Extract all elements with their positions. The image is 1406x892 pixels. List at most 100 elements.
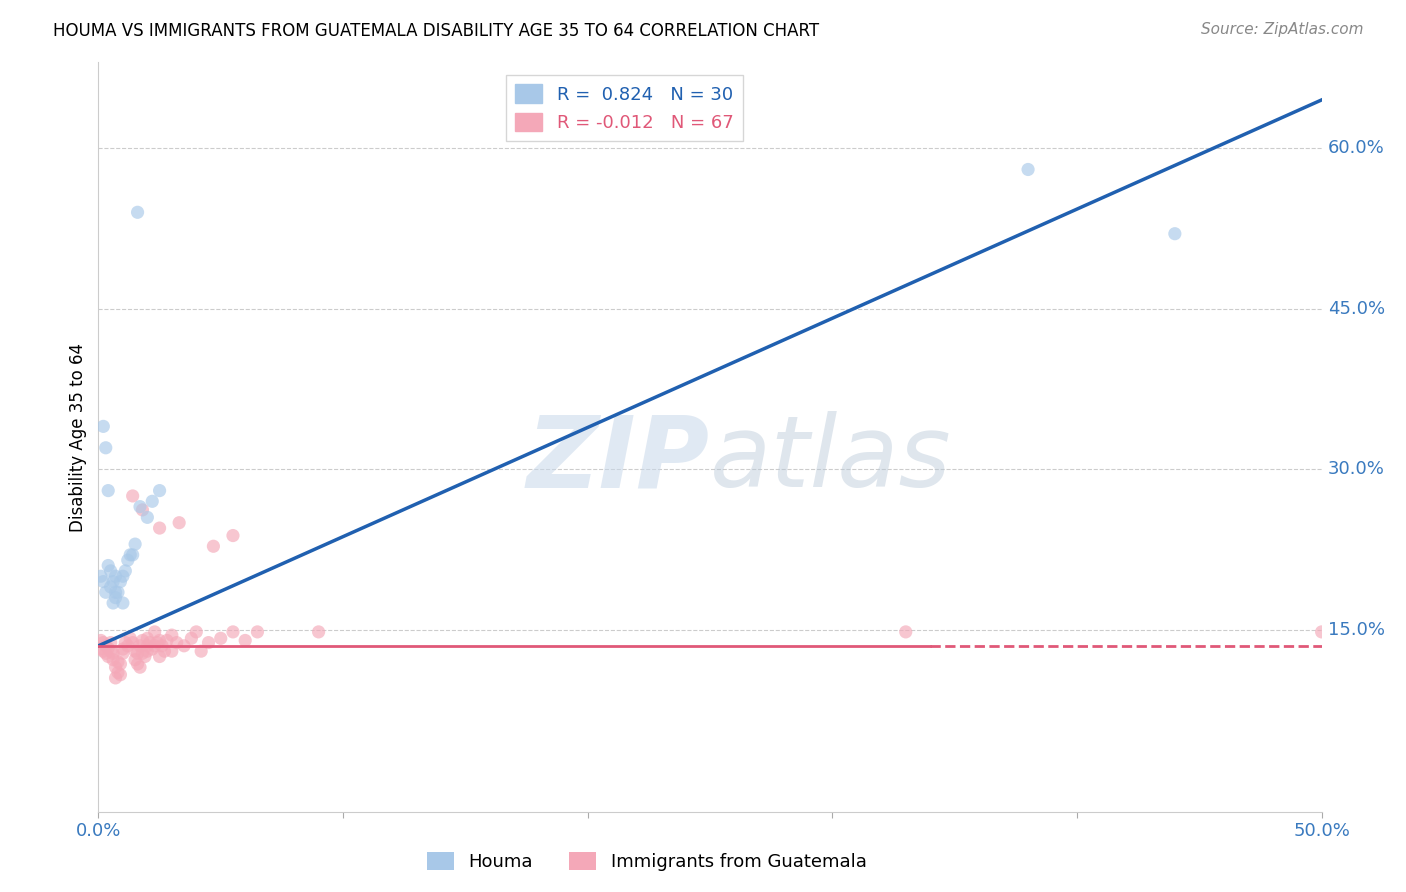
Point bbox=[104, 671, 127, 685]
Text: HOUMA VS IMMIGRANTS FROM GUATEMALA DISABILITY AGE 35 TO 64 CORRELATION CHART: HOUMA VS IMMIGRANTS FROM GUATEMALA DISAB… bbox=[53, 22, 820, 40]
Point bbox=[222, 624, 245, 639]
Point bbox=[127, 657, 149, 671]
Point bbox=[100, 644, 122, 658]
Point bbox=[91, 419, 114, 434]
Point bbox=[180, 632, 202, 646]
Point bbox=[94, 441, 117, 455]
Point bbox=[141, 642, 163, 657]
Point bbox=[90, 633, 112, 648]
Text: 60.0%: 60.0% bbox=[1327, 139, 1385, 157]
Text: Source: ZipAtlas.com: Source: ZipAtlas.com bbox=[1201, 22, 1364, 37]
Point bbox=[146, 635, 169, 649]
Point bbox=[209, 632, 232, 646]
Point bbox=[129, 639, 152, 653]
Point bbox=[111, 596, 134, 610]
Point bbox=[136, 632, 159, 646]
Point bbox=[160, 644, 183, 658]
Point bbox=[160, 628, 183, 642]
Point bbox=[143, 624, 166, 639]
Point bbox=[97, 640, 120, 655]
Point bbox=[101, 646, 124, 660]
Point bbox=[94, 585, 117, 599]
Point bbox=[101, 653, 124, 667]
Point bbox=[308, 624, 330, 639]
Point bbox=[150, 639, 173, 653]
Point bbox=[190, 644, 212, 658]
Point bbox=[121, 489, 143, 503]
Point bbox=[91, 644, 114, 658]
Point bbox=[114, 564, 136, 578]
Point bbox=[91, 635, 114, 649]
Point bbox=[149, 633, 172, 648]
Point bbox=[124, 644, 146, 658]
Point bbox=[94, 646, 117, 660]
Point bbox=[143, 639, 166, 653]
Point bbox=[246, 624, 269, 639]
Point bbox=[136, 644, 159, 658]
Point bbox=[110, 657, 132, 671]
Point bbox=[124, 537, 146, 551]
Point bbox=[124, 653, 146, 667]
Point bbox=[167, 516, 190, 530]
Point bbox=[121, 548, 143, 562]
Point bbox=[100, 580, 122, 594]
Point bbox=[127, 205, 149, 219]
Point bbox=[149, 649, 172, 664]
Text: 30.0%: 30.0% bbox=[1327, 460, 1385, 478]
Y-axis label: Disability Age 35 to 64: Disability Age 35 to 64 bbox=[69, 343, 87, 532]
Text: 45.0%: 45.0% bbox=[1327, 300, 1385, 318]
Point bbox=[134, 649, 156, 664]
Point bbox=[100, 635, 122, 649]
Point bbox=[141, 494, 163, 508]
Point bbox=[173, 639, 195, 653]
Point bbox=[186, 624, 208, 639]
Point bbox=[107, 665, 129, 680]
Legend: Houma, Immigrants from Guatemala: Houma, Immigrants from Guatemala bbox=[420, 845, 873, 879]
Point bbox=[107, 655, 129, 669]
Point bbox=[222, 528, 245, 542]
Point bbox=[139, 635, 162, 649]
Point bbox=[129, 500, 152, 514]
Point bbox=[90, 642, 112, 657]
Point bbox=[894, 624, 917, 639]
Point bbox=[104, 585, 127, 599]
Point bbox=[101, 596, 124, 610]
Point bbox=[149, 483, 172, 498]
Point bbox=[1017, 162, 1039, 177]
Point bbox=[104, 660, 127, 674]
Point bbox=[91, 574, 114, 589]
Point bbox=[136, 510, 159, 524]
Text: 15.0%: 15.0% bbox=[1327, 621, 1385, 639]
Point bbox=[104, 569, 127, 583]
Point bbox=[129, 660, 152, 674]
Point bbox=[156, 633, 179, 648]
Point bbox=[121, 635, 143, 649]
Point bbox=[233, 633, 256, 648]
Point bbox=[131, 503, 153, 517]
Point bbox=[127, 646, 149, 660]
Point bbox=[120, 632, 142, 646]
Point bbox=[197, 635, 219, 649]
Point bbox=[153, 644, 176, 658]
Point bbox=[111, 569, 134, 583]
Point bbox=[110, 574, 132, 589]
Point bbox=[117, 639, 139, 653]
Text: ZIP: ZIP bbox=[527, 411, 710, 508]
Point bbox=[117, 553, 139, 567]
Point bbox=[114, 635, 136, 649]
Point bbox=[97, 483, 120, 498]
Point bbox=[1164, 227, 1187, 241]
Point bbox=[100, 564, 122, 578]
Point bbox=[104, 591, 127, 605]
Point bbox=[131, 633, 153, 648]
Point bbox=[97, 558, 120, 573]
Point bbox=[1310, 624, 1333, 639]
Point bbox=[131, 646, 153, 660]
Point bbox=[136, 639, 159, 653]
Point bbox=[110, 667, 132, 681]
Point bbox=[97, 649, 120, 664]
Point bbox=[149, 521, 172, 535]
Point bbox=[107, 585, 129, 599]
Point bbox=[202, 539, 225, 553]
Point bbox=[94, 639, 117, 653]
